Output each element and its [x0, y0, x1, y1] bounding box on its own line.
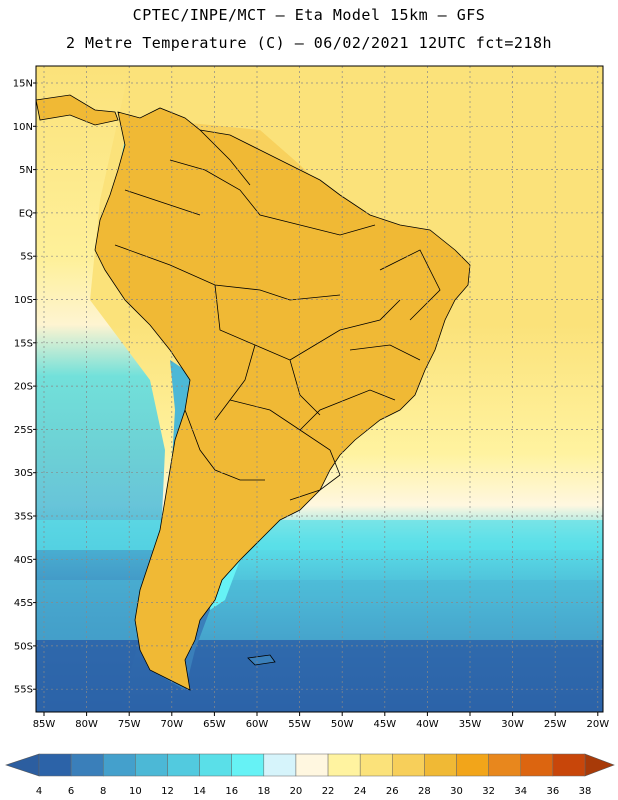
- scale-color-box: [552, 753, 586, 777]
- lat-label-55s: 55S: [14, 685, 33, 696]
- scale-color-box: [488, 753, 522, 777]
- map-title-line2: 2 Metre Temperature (C) – 06/02/2021 12U…: [65, 34, 553, 52]
- scale-label-38: 38: [579, 786, 592, 797]
- scale-color-box: [520, 753, 554, 777]
- lon-label-50w: 50W: [331, 719, 354, 730]
- scale-color-box: [392, 753, 425, 777]
- scale-label-26: 26: [386, 786, 399, 797]
- lat-label-5n: 5N: [19, 165, 33, 176]
- scale-label-18: 18: [257, 786, 270, 797]
- lon-label-85w: 85W: [33, 719, 56, 730]
- scale-label-24: 24: [354, 786, 367, 797]
- scale-color-box: [295, 753, 329, 777]
- lat-label-45s: 45S: [14, 598, 33, 609]
- scale-arrow-high: [584, 753, 615, 777]
- cold-band-40s: [36, 520, 603, 550]
- lon-label-20w: 20W: [586, 719, 609, 730]
- lon-label-75w: 75W: [118, 719, 141, 730]
- scale-label-16: 16: [225, 786, 238, 797]
- lon-label-55w: 55W: [288, 719, 311, 730]
- lat-label-10n: 10N: [13, 122, 33, 133]
- lon-label-35w: 35W: [459, 719, 482, 730]
- lon-label-70w: 70W: [160, 719, 183, 730]
- scale-label-10: 10: [129, 786, 142, 797]
- cold-band-45s: [36, 580, 603, 640]
- falkland-islands: [247, 654, 276, 666]
- lat-label-eq: EQ: [19, 208, 33, 219]
- scale-color-box: [167, 753, 200, 777]
- temperature-map: 15N 10N 5N EQ 5S 10S 15S 20S 25S 30S 35S 40S 45S 50S 5…: [13, 65, 609, 730]
- scale-label-32: 32: [482, 786, 495, 797]
- lon-label-45w: 45W: [373, 719, 396, 730]
- scale-color-box: [135, 753, 168, 777]
- scale-color-box: [38, 753, 72, 777]
- lat-label-20s: 20S: [14, 382, 33, 393]
- scale-label-12: 12: [161, 786, 174, 797]
- lon-label-40w: 40W: [416, 719, 439, 730]
- scale-color-box: [456, 753, 489, 777]
- lat-label-50s: 50S: [14, 641, 33, 652]
- color-scale: 4 6 8 10 12 14 16 18 20 22 24 26 28 30 32 34 36 38: [5, 753, 615, 797]
- map-frame: [35, 65, 604, 713]
- lat-label-35s: 35S: [14, 512, 33, 523]
- scale-label-6: 6: [68, 786, 74, 797]
- lon-label-80w: 80W: [75, 719, 98, 730]
- scale-color-box: [359, 753, 393, 777]
- lat-label-15s: 15S: [14, 338, 33, 349]
- lon-label-60w: 60W: [246, 719, 269, 730]
- lat-label-15n: 15N: [13, 79, 33, 90]
- lat-label-40s: 40S: [14, 555, 33, 566]
- scale-color-box: [327, 753, 361, 777]
- map-title-line1: CPTEC/INPE/MCT – Eta Model 15km – GFS: [132, 6, 486, 24]
- country-borders: [94, 107, 471, 691]
- scale-label-28: 28: [418, 786, 431, 797]
- scale-color-box: [102, 753, 136, 777]
- scale-color-box: [424, 753, 457, 777]
- pacific-ocean-field: [36, 66, 165, 712]
- scale-color-box: [231, 753, 265, 777]
- scale-label-34: 34: [514, 786, 527, 797]
- lon-label-30w: 30W: [501, 719, 524, 730]
- scale-color-box: [199, 753, 232, 777]
- scale-label-22: 22: [322, 786, 335, 797]
- scale-arrow-low: [5, 753, 40, 777]
- scale-label-20: 20: [290, 786, 303, 797]
- central-america: [36, 94, 119, 126]
- scale-label-36: 36: [547, 786, 560, 797]
- scale-color-box: [70, 753, 104, 777]
- scale-label-30: 30: [450, 786, 463, 797]
- lon-label-65w: 65W: [203, 719, 226, 730]
- scale-color-box: [263, 753, 297, 777]
- lon-label-25w: 25W: [544, 719, 567, 730]
- lat-label-5s: 5S: [20, 252, 33, 263]
- scale-label-8: 8: [100, 786, 106, 797]
- latitude-labels: 15N 10N 5N EQ 5S 10S 15S 20S 25S 30S 35S 40S 45S 50S 5…: [13, 79, 36, 696]
- cold-band-55s: [36, 640, 603, 712]
- lat-label-25s: 25S: [14, 425, 33, 436]
- lat-label-30s: 30S: [14, 468, 33, 479]
- scale-label-4: 4: [36, 786, 42, 797]
- scale-label-14: 14: [193, 786, 206, 797]
- lat-label-10s: 10S: [14, 295, 33, 306]
- longitude-labels: 85W 80W 75W 70W 65W 60W 55W 50W 45W 40W 35W 30W 25W 2…: [33, 712, 609, 730]
